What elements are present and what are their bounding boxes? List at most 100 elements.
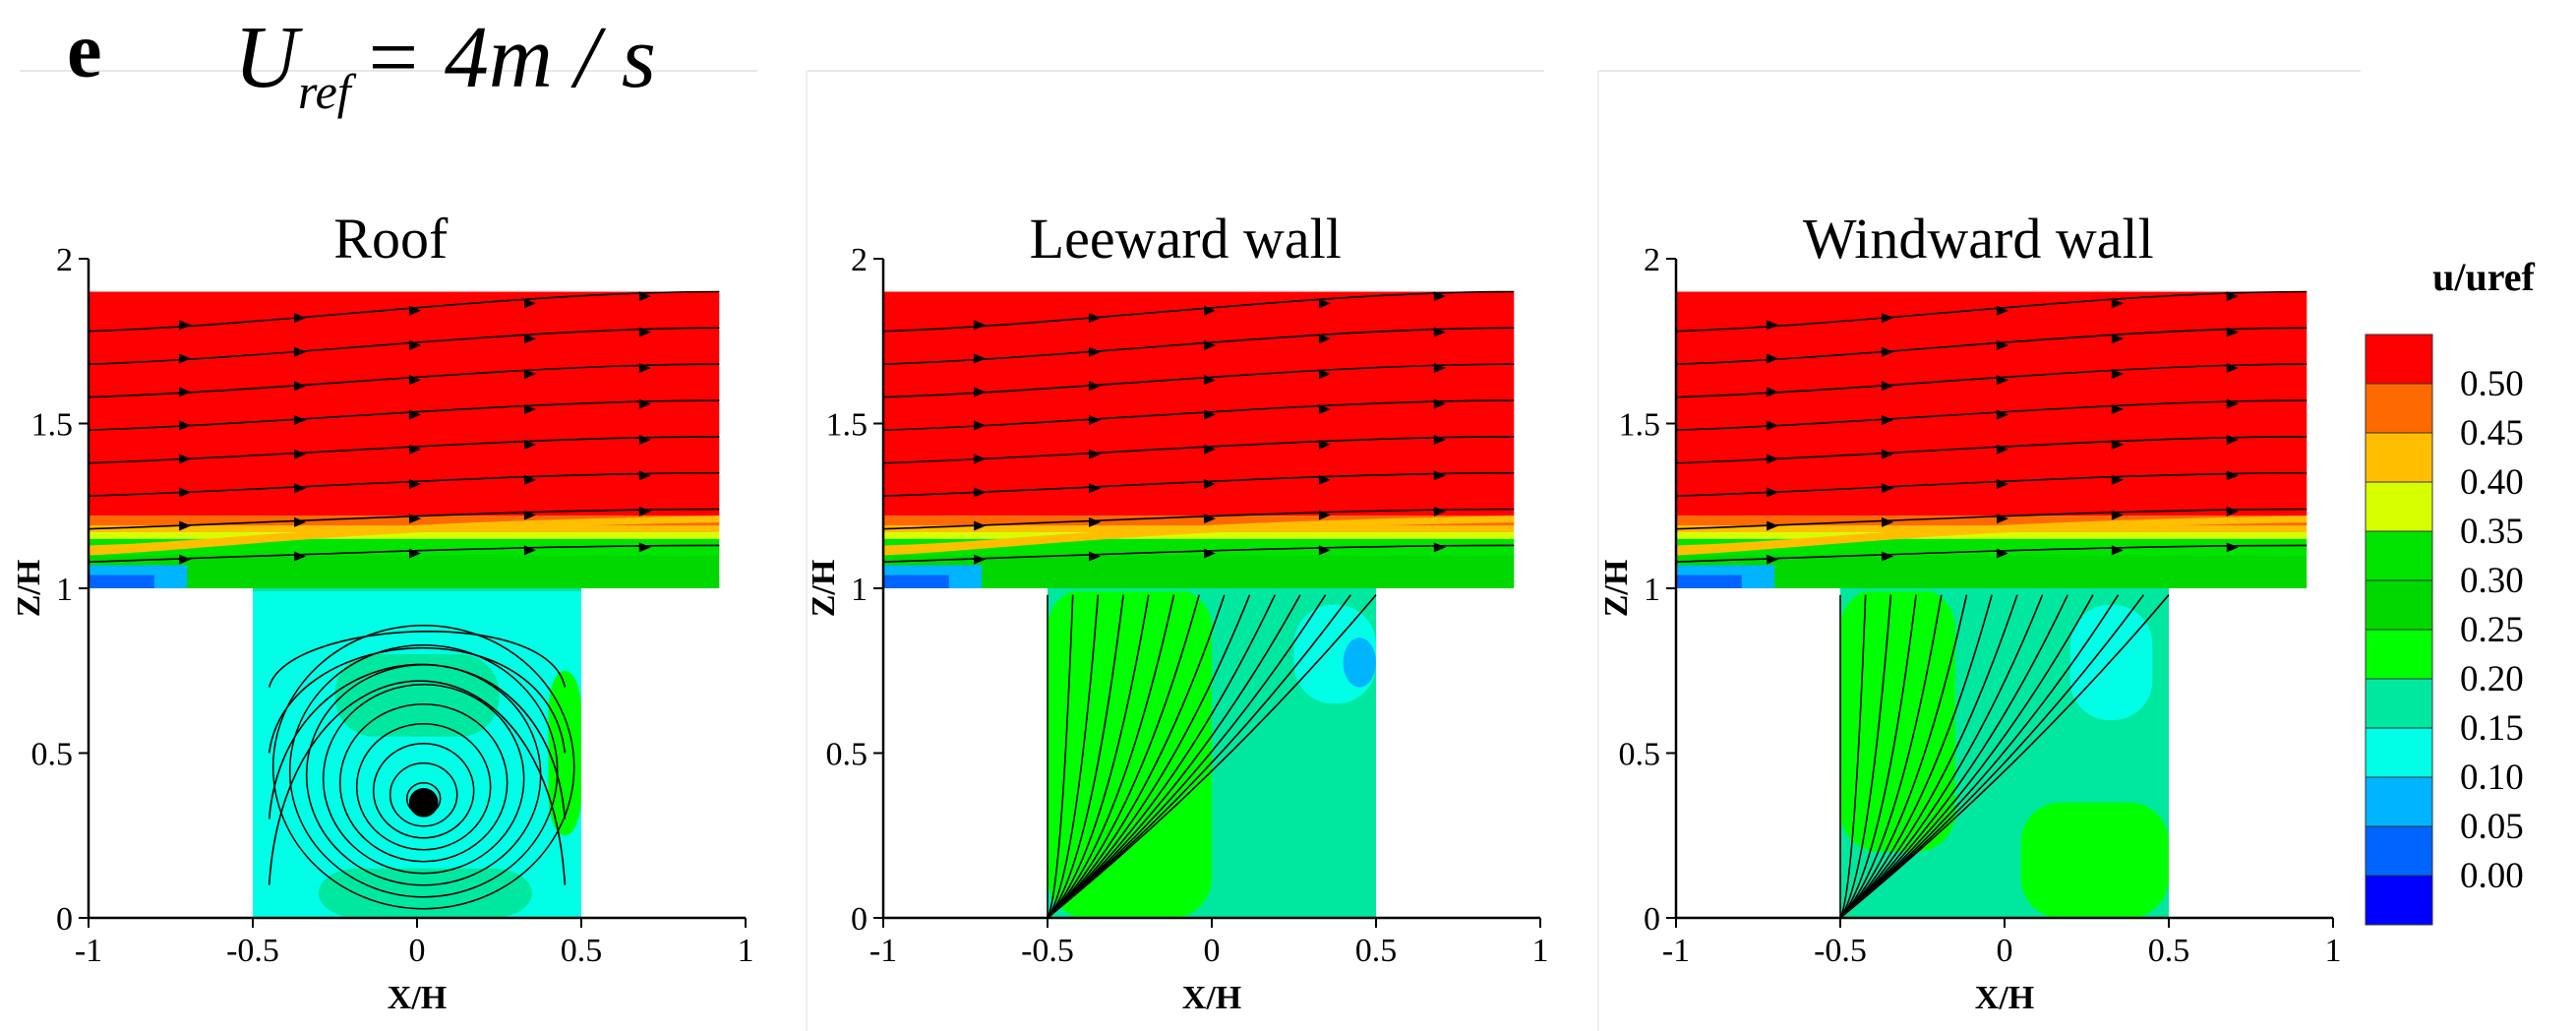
streamline-arrow [523,545,536,556]
canyon-streamline [1839,594,1968,919]
streamline [882,327,1515,365]
streamline-arrow [1767,320,1779,331]
streamline-arrow [1433,542,1446,553]
colorbar-swatch [2365,579,2433,631]
streamline-arrow [179,387,192,397]
vortex-loop [372,743,475,839]
streamline-arrow [1204,444,1216,455]
x-tick-label: -0.5 [1021,933,1074,969]
upstream-low-core [883,575,949,588]
colorbar-label: 0.35 [2460,512,2524,552]
streamline-arrow [409,514,421,524]
streamline-arrow [2226,542,2239,553]
colorbar: u/uref 0.50 0.45 0.40 0.35 0.30 0.25 0.20 0.15 0.… [2365,255,2536,926]
canyon-streamline [1839,594,1892,919]
streamline-arrow [1318,474,1331,485]
colorbar-swatch-bottom [2365,875,2433,926]
streamline-arrow [974,520,987,531]
upper-band [89,291,720,516]
canyon-streamline [1839,594,2170,919]
streamline-arrow [2111,545,2124,556]
streamline-arrow [409,478,421,489]
streamline [882,363,1515,398]
upstream-low-core [89,575,154,588]
upper-band [883,532,1515,539]
streamline-arrow [974,454,987,464]
streamline-arrow [2111,439,2124,450]
streamline-arrow [1204,375,1216,386]
streamline [1675,544,2307,563]
streamline-arrow [1882,551,1894,562]
streamline-arrow [523,404,536,415]
x-tick-label: 1 [1532,933,1549,969]
streamline-arrow [523,334,536,344]
canyon-top-edge [1840,588,2169,591]
streamline-arrow [1882,516,1894,527]
streamline [882,290,1515,333]
streamline-arrow [2111,474,2124,485]
y-tick-label: 1.5 [31,407,74,444]
upstream-low-core [1676,575,1742,588]
streamline-arrow [179,353,192,364]
streamline-arrow [523,474,536,485]
streamline-arrow [638,291,651,302]
streamline [882,399,1515,431]
shear-layer [883,516,1515,556]
streamline-arrow [974,387,987,397]
y-tick-label: 1.5 [1619,407,1661,444]
streamline-arrow [1997,375,2008,386]
streamline-arrow [2111,404,2124,415]
contour-region [2069,604,2153,720]
colorbar-swatch [2365,432,2433,483]
streamline-arrow [179,320,192,331]
streamline-arrow [974,554,987,565]
x-tick-label: 0 [1204,933,1221,969]
y-tick-label: 1 [1644,572,1660,608]
streamline-arrow [1767,420,1779,431]
streamline-arrow [179,454,192,464]
x-tick-label: 0.5 [1355,933,1398,969]
streamline-arrow [1997,305,2008,316]
x-tick-label: 0 [1997,933,2013,969]
streamline-arrow [294,346,307,357]
contour-region [318,868,532,918]
x-tick-label: -1 [75,933,102,969]
streamline-arrow [1318,510,1331,520]
upper-band [883,516,1515,526]
streamline-arrow [2226,363,2239,374]
streamline-arrow [294,414,307,425]
streamline-arrow [2111,334,2124,344]
colorbar-label: 0.30 [2460,561,2524,601]
canyon-streamline [268,630,567,688]
streamline [88,399,720,431]
streamline-arrow [1433,363,1446,374]
x-tick-label: 1 [2325,933,2342,969]
streamline-arrow [1767,520,1779,531]
x-tick-label: 0.5 [561,933,603,969]
streamline-arrow [409,409,421,420]
streamline-arrow [2226,506,2239,516]
streamline-arrow [523,439,536,450]
upper-band [1676,516,2307,526]
vortex-loop [322,684,525,875]
streamline-arrow [1089,449,1102,459]
colorbar-label: 0.05 [2460,807,2524,847]
streamline-arrow [1997,478,2008,489]
streamline-arrow [1089,516,1102,527]
streamline-arrow [2226,291,2239,302]
streamline-arrow [1089,551,1102,562]
streamline-arrow [294,381,307,392]
streamline-arrow [1433,506,1446,516]
streamline-arrow [1882,414,1894,425]
canyon-streamline [268,663,567,819]
contour-region [2020,802,2169,918]
streamline-arrow [1318,545,1331,556]
canyon-streamline [1839,594,1867,919]
colorbar-swatch [2365,825,2433,877]
streamline [88,436,720,464]
streamline-arrow [409,305,421,316]
streamline-arrow [1882,346,1894,357]
upper-band [883,291,1515,516]
streamline [88,363,720,398]
colorbar-swatch [2365,727,2433,778]
